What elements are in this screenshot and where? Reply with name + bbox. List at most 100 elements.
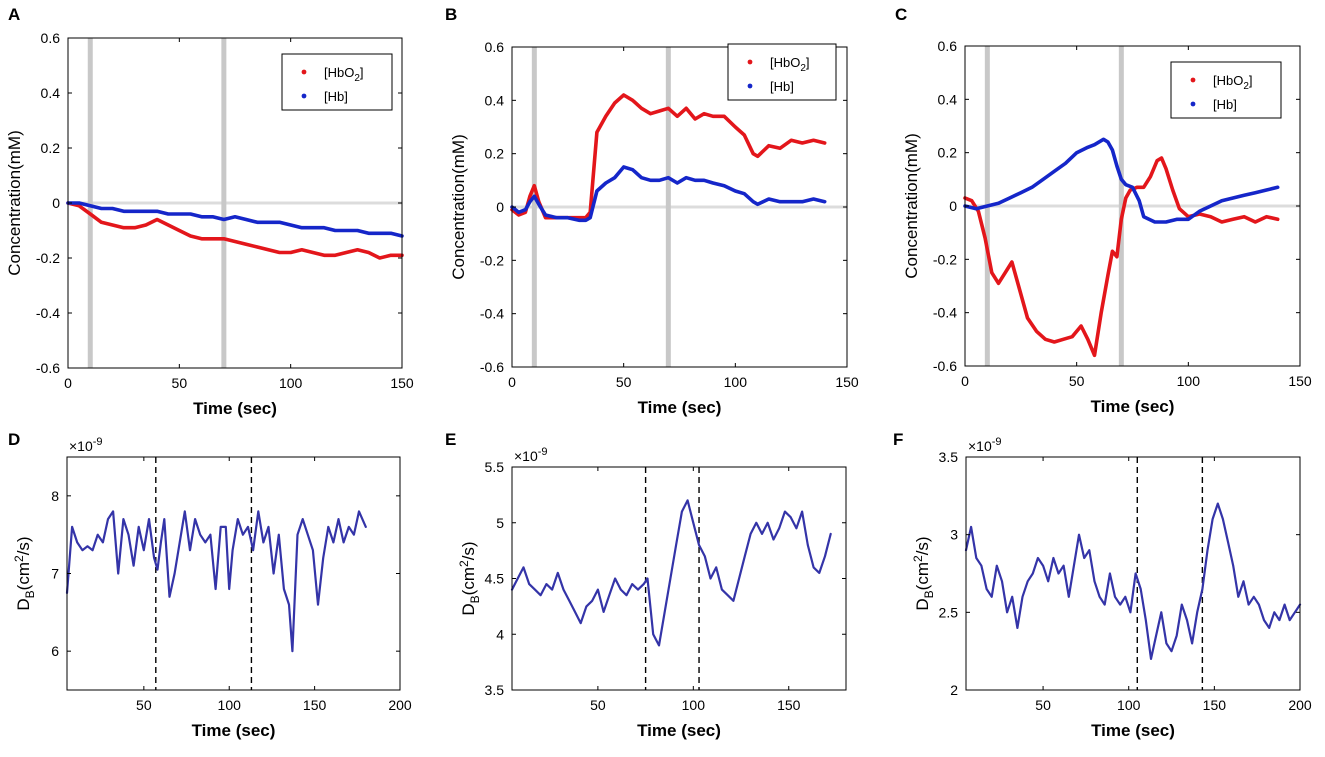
panel-d: D 50 100 150 200 6 7 8 Time (sec) DB(cm2/s) ×10-9 [8,430,412,740]
y-tick-label: 3 [950,527,958,543]
legend-box [1170,61,1282,119]
legend-box [281,53,393,111]
panel-letter: B [445,5,457,24]
x-tick-label: 150 [390,375,414,391]
series-line-hb [66,201,404,238]
legend: [HbO2] [Hb] [281,53,393,111]
legend-marker [1190,101,1196,107]
x-tick-label: 150 [303,697,327,713]
x-tick-label: 50 [136,697,152,713]
y-tick-label: 0.4 [938,91,958,107]
y-tick-label: -0.2 [36,250,60,266]
legend-marker [1190,77,1196,83]
x-tick-label: 100 [279,375,303,391]
x-tick-label: 150 [1288,373,1312,389]
y-tick-label: -0.2 [480,252,504,268]
y-tick-label: 2 [950,682,958,698]
y-tick-label: -0.6 [480,359,504,375]
y-tick-label: 4 [496,626,504,642]
y-axis-label: DB(cm2/s) [457,541,482,615]
y-tick-label: -0.4 [36,305,60,321]
panel-letter: E [445,430,456,449]
legend-marker [301,93,307,99]
y-tick-label: 7 [51,566,59,582]
y-tick-label: 3.5 [485,682,505,698]
y-axis-exponent: ×10-9 [69,436,103,454]
x-tick-label: 150 [777,697,801,713]
panel-letter: A [8,5,20,24]
x-axis-label: Time (sec) [193,399,277,418]
panel-letter: C [895,5,907,24]
legend-entry-label: [Hb] [324,89,348,104]
x-tick-label: 0 [64,375,72,391]
y-tick-label: 5.5 [485,459,505,475]
x-tick-label: 150 [835,374,859,390]
y-tick-label: -0.4 [933,305,957,321]
legend-box [727,43,837,101]
y-axis-label: DB(cm2/s) [911,536,936,610]
x-tick-label: 100 [1177,373,1201,389]
panel-a: A 0 50 100 150 -0.6 -0.4 -0.2 0 0.2 0.4 0.6 Time (se… [5,5,414,418]
x-axis-label: Time (sec) [637,721,721,740]
y-axis-label: Concentration(mM) [902,133,921,279]
x-tick-label: 50 [1035,697,1051,713]
series-line-db [65,510,367,653]
legend: [HbO2] [Hb] [727,43,837,101]
y-axis-label: Concentration(mM) [449,134,468,280]
legend-entry-label: [Hb] [1213,97,1237,112]
series-line-db [510,499,832,647]
y-tick-label: 0 [52,195,60,211]
y-tick-label: 3.5 [939,449,959,465]
legend-marker [747,83,753,89]
legend-entry-label: [HbO2] [324,65,364,84]
y-tick-label: 0 [496,199,504,215]
legend-entry-label: [HbO2] [770,55,810,74]
legend-marker [301,69,307,75]
axes-box [66,456,401,691]
y-tick-label: -0.6 [36,360,60,376]
y-tick-label: 0.2 [938,145,958,161]
series-line-db [964,502,1302,661]
legend-entry-label: [HbO2] [1213,73,1253,92]
series-line-hbo2 [510,93,827,220]
y-tick-label: -0.2 [933,251,957,267]
y-axis-exponent: ×10-9 [968,436,1002,454]
y-tick-label: 6 [51,643,59,659]
x-axis-label: Time (sec) [1091,397,1175,416]
x-tick-label: 100 [218,697,242,713]
y-tick-label: 0 [949,198,957,214]
x-tick-label: 100 [1117,697,1141,713]
y-axis-label: Concentration(mM) [5,130,24,276]
panel-letter: F [893,430,903,449]
x-axis-label: Time (sec) [638,398,722,417]
x-tick-label: 200 [1288,697,1312,713]
series-line-hbo2 [963,156,1280,358]
x-tick-label: 200 [388,697,412,713]
panel-e: E 50 100 150 3.5 4 4.5 5 5.5 Time (sec) DB(cm2/s) ×… [445,430,847,740]
legend: [HbO2] [Hb] [1170,61,1282,119]
y-tick-label: 0.6 [938,38,958,54]
x-tick-label: 50 [590,697,606,713]
y-axis-exponent: ×10-9 [514,446,548,464]
x-tick-label: 0 [961,373,969,389]
panel-c: C 0 50 100 150 -0.6 -0.4 -0.2 0 0.2 0.4 0.6 Time (se… [895,5,1312,416]
series-line-hb [510,165,827,223]
y-tick-label: -0.6 [933,358,957,374]
y-tick-label: 0.4 [41,85,61,101]
series-line-hbo2 [66,201,404,260]
x-tick-label: 100 [724,374,748,390]
x-tick-label: 50 [172,375,188,391]
y-tick-label: 0.2 [41,140,61,156]
series-line-hb [963,137,1280,224]
panel-b: B 0 50 100 150 -0.6 -0.4 -0.2 0 0.2 0.4 0.6 Time (se… [445,5,859,417]
y-axis-label: DB(cm2/s) [12,536,37,610]
panel-letter: D [8,430,20,449]
x-tick-label: 50 [616,374,632,390]
y-tick-label: 0.6 [41,30,61,46]
y-tick-label: 4.5 [485,571,505,587]
y-tick-label: 0.6 [485,39,505,55]
x-axis-label: Time (sec) [192,721,276,740]
x-tick-label: 100 [682,697,706,713]
axes-box [965,456,1301,691]
